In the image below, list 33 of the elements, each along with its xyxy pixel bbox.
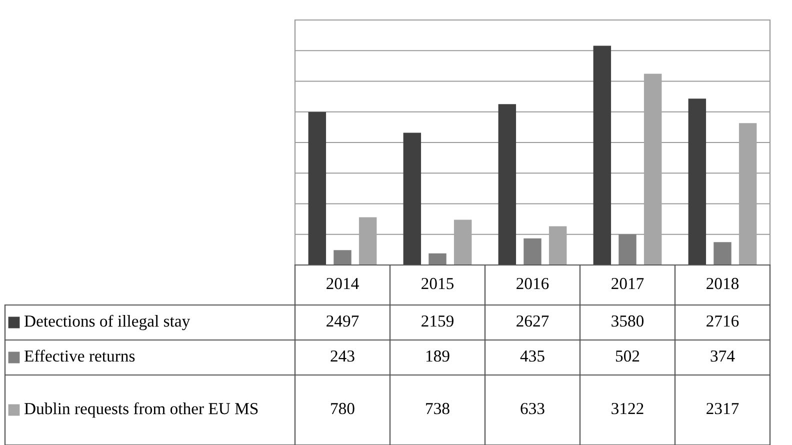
data-label: 738 [426, 402, 450, 414]
bar [714, 242, 732, 265]
data-label: 2159 [422, 315, 454, 327]
legend-label: Detections of illegal stay [24, 314, 190, 330]
bar [688, 98, 706, 265]
x-tick-label: 2018 [706, 278, 739, 290]
bar [403, 132, 422, 265]
bar [524, 238, 542, 265]
data-label: 435 [520, 350, 544, 362]
data-label: 780 [331, 402, 354, 414]
data-label: 3122 [612, 402, 644, 414]
data-label: 374 [710, 350, 735, 362]
data-label: 2497 [326, 315, 359, 327]
bar [593, 46, 612, 265]
x-tick-label: 2015 [422, 278, 454, 290]
x-tick-label: 2017 [612, 278, 644, 290]
x-tick-label: 2014 [326, 278, 359, 290]
data-label: 2627 [516, 315, 549, 327]
bar [618, 234, 636, 265]
bar [334, 250, 352, 265]
data-label: 502 [616, 350, 640, 362]
data-label: 2716 [706, 315, 739, 327]
bar [308, 112, 326, 265]
data-label: 243 [330, 350, 354, 362]
data-label: 633 [520, 402, 544, 414]
legend-label: Effective returns [24, 350, 135, 362]
x-tick-label: 2016 [516, 278, 549, 290]
data-label: 3580 [612, 315, 644, 327]
legend-label: Dublin requests from other EU MS [24, 402, 258, 418]
bar [428, 253, 446, 265]
data-label: 2317 [706, 402, 739, 414]
data-label: 189 [426, 350, 450, 362]
bar [498, 104, 516, 265]
